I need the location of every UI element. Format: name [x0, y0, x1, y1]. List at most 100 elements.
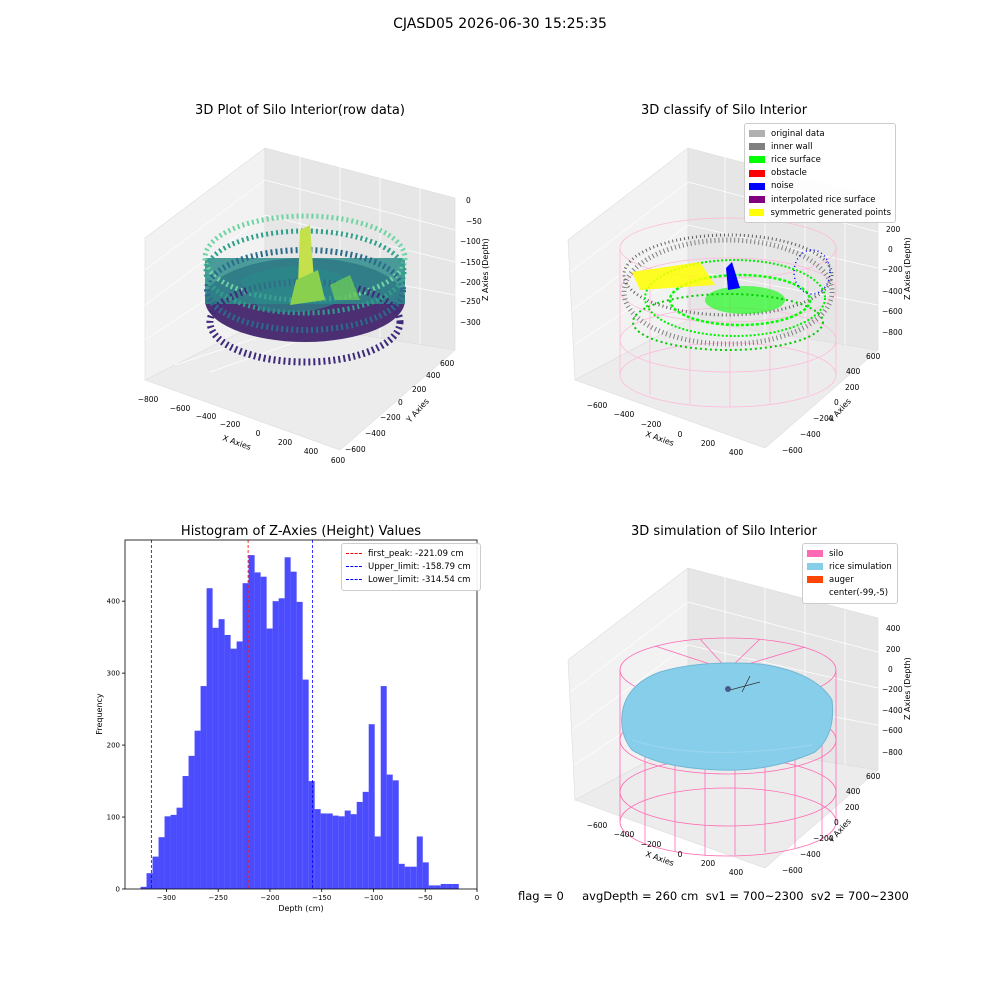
- raw-plot-title: 3D Plot of Silo Interior(row data): [195, 103, 405, 118]
- classify-ztick: 0: [888, 245, 893, 254]
- histogram-bar: [350, 814, 357, 889]
- simulation-xtick: −400: [614, 830, 635, 839]
- classify-zlabel: Z Axies (Depth): [903, 237, 912, 300]
- histogram-ytick-label: 400: [107, 598, 120, 606]
- simulation-zlabel: Z Axies (Depth): [903, 657, 912, 720]
- histogram-bar: [314, 809, 321, 889]
- raw-xtick: −800: [138, 395, 159, 404]
- raw-ytick: −200: [380, 413, 401, 422]
- histogram-bar: [260, 576, 267, 889]
- raw-xtick: 0: [256, 429, 261, 438]
- legend-swatch: [749, 143, 765, 151]
- legend-item: Lower_limit: -314.54 cm: [346, 573, 476, 586]
- legend-item: silo: [807, 547, 893, 560]
- raw-xticks: −800 −600 −400 −200 0 200 400 600: [138, 395, 346, 465]
- legend-label: center(-99,-5): [829, 588, 889, 599]
- legend-item: rice surface: [749, 153, 891, 166]
- legend-item: center(-99,-5): [807, 587, 893, 600]
- histogram-bar: [146, 873, 153, 889]
- raw-xtick: 400: [304, 447, 319, 456]
- raw-zlabel: Z Axies (Depth): [481, 238, 490, 301]
- raw-yticks: −600 −400 −200 0 200 400 600: [345, 359, 455, 454]
- histogram-xticks: −300 −250 −200 −150 −100 −50 0: [157, 889, 479, 902]
- histogram-bar: [242, 583, 249, 889]
- histogram-bar: [182, 776, 189, 889]
- histogram-bar: [386, 774, 393, 889]
- classify-xtick: 400: [729, 448, 744, 457]
- legend-item: noise: [749, 180, 891, 193]
- histogram-title: Histogram of Z-Axies (Height) Values: [180, 524, 422, 539]
- histogram-bar: [170, 814, 177, 889]
- histogram-legend: first_peak: -221.09 cm Upper_limit: -158…: [341, 543, 481, 591]
- histogram-xtick-label: 0: [475, 894, 479, 902]
- histogram-reference-lines: [150, 540, 314, 889]
- histogram-bar: [440, 883, 447, 889]
- simulation-ylabel: Y Axies: [826, 817, 853, 845]
- legend-label: Lower_limit: -314.54 cm: [368, 574, 471, 585]
- legend-label: symmetric generated points: [770, 207, 891, 218]
- histogram-bar: [248, 555, 255, 889]
- simulation-plot-title: 3D simulation of Silo Interior: [631, 524, 817, 539]
- simulation-ztick: 0: [888, 665, 893, 674]
- simulation-legend: silo rice simulation auger center(-99,-5…: [802, 543, 898, 604]
- histogram-bar: [206, 588, 213, 889]
- legend-line: [346, 579, 362, 581]
- legend-label: rice surface: [771, 154, 821, 165]
- histogram-bar: [398, 863, 405, 889]
- histogram-ytick-label: 100: [107, 814, 120, 822]
- simulation-xtick: −600: [587, 821, 608, 830]
- classify-zticks: 200 0 −200 −400 −600 −800: [882, 225, 903, 337]
- classify-legend: original data inner wall rice surface ob…: [744, 123, 896, 224]
- histogram-bar: [362, 791, 369, 889]
- simulation-ytick: −200: [813, 834, 834, 843]
- legend-swatch: [749, 182, 765, 190]
- histogram-bar: [332, 815, 339, 889]
- classify-ytick: −400: [800, 430, 821, 439]
- classify-xtick: −400: [614, 410, 635, 419]
- histogram-ylabel: Frequency: [95, 693, 104, 735]
- histogram-bar: [422, 862, 429, 889]
- classify-ytick: −600: [782, 446, 803, 455]
- legend-item: rice simulation: [807, 560, 893, 573]
- simulation-xlabel: X Axies: [644, 849, 675, 868]
- legend-line: [346, 566, 362, 568]
- raw-ytick: −400: [365, 429, 386, 438]
- simulation-ztick: −800: [882, 748, 903, 757]
- histogram-bar: [326, 813, 333, 889]
- histogram-bar: [236, 641, 243, 889]
- histogram-xtick-label: −50: [418, 894, 433, 902]
- simulation-rice-surface: [621, 662, 834, 771]
- classify-ztick: 200: [886, 225, 901, 234]
- legend-label: Upper_limit: -158.79 cm: [368, 561, 471, 572]
- legend-item: Upper_limit: -158.79 cm: [346, 560, 476, 573]
- legend-swatch: [749, 196, 765, 204]
- simulation-ztick: −200: [882, 685, 903, 694]
- raw-ytick: −600: [345, 445, 366, 454]
- legend-line: [346, 553, 362, 555]
- legend-item: auger: [807, 573, 893, 586]
- histogram-bar: [344, 810, 351, 889]
- histogram-yticks: 0 100 200 300 400: [107, 598, 125, 894]
- simulation-xtick: 200: [701, 859, 716, 868]
- raw-ztick: −150: [460, 258, 481, 267]
- histogram-bars: [140, 555, 459, 889]
- raw-ztick: −200: [460, 278, 481, 287]
- histogram-xlabel: Depth (cm): [278, 904, 323, 913]
- histogram-bar: [218, 619, 225, 889]
- legend-item: original data: [749, 127, 891, 140]
- histogram-bar: [224, 634, 231, 889]
- histogram-bar: [164, 816, 171, 889]
- histogram-bar: [434, 885, 441, 889]
- histogram-bar: [140, 886, 147, 889]
- classify-ytick: 0: [834, 398, 839, 407]
- figure-title: CJASD05 2026-06-30 15:25:35: [393, 16, 607, 32]
- simulation-yticks: −600 −400 −200 0 200 400 600: [782, 772, 881, 875]
- classify-ztick: −800: [882, 328, 903, 337]
- histogram-bar: [320, 813, 327, 889]
- legend-item: obstacle: [749, 167, 891, 180]
- raw-ytick: 600: [440, 359, 455, 368]
- raw-ztick: −50: [466, 217, 482, 226]
- classify-ytick: 200: [845, 383, 860, 392]
